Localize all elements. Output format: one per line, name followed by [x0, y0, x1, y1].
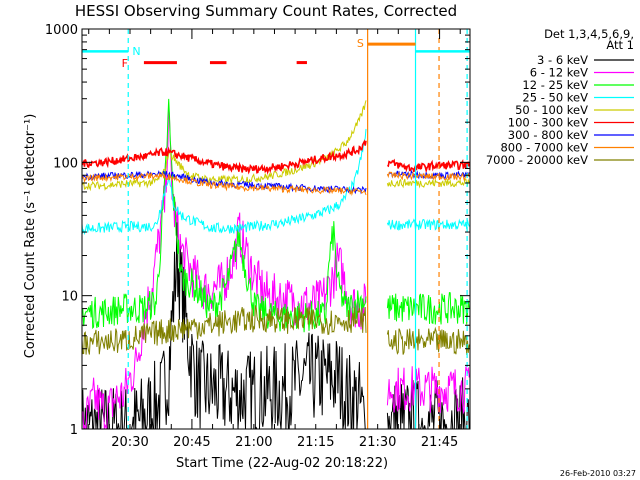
x-tick-label: 21:00 — [235, 435, 272, 450]
x-tick-label: 21:15 — [297, 435, 334, 450]
x-tick-label: 21:45 — [421, 435, 458, 450]
legend-title: Att 1 — [606, 38, 634, 52]
x-tick-label: 20:30 — [111, 435, 148, 450]
series-line-8 — [82, 304, 470, 355]
flag-label-flare: F — [122, 57, 128, 70]
legend-entry-label: 6 - 12 keV — [530, 66, 588, 80]
legend-entry-label: 7000 - 20000 keV — [486, 153, 588, 167]
legend-entry-label: 50 - 100 keV — [515, 103, 588, 117]
y-axis-label: Corrected Count Rate (s⁻¹ detector⁻¹) — [23, 114, 38, 359]
series-line-3 — [82, 128, 470, 236]
series-line-5 — [82, 139, 470, 176]
chart-title: HESSI Observing Summary Count Rates, Cor… — [75, 2, 457, 20]
plot-frame — [81, 28, 471, 430]
series-line-7 — [82, 170, 470, 197]
y-tick-label: 1000 — [45, 23, 78, 38]
flag-label-night: N — [132, 45, 140, 58]
legend-entry-label: 12 - 25 keV — [522, 78, 588, 92]
legend-title: Det 1,3,4,5,6,9, — [544, 27, 634, 41]
series-line-2 — [82, 98, 470, 333]
legend-entry-label: 3 - 6 keV — [537, 53, 588, 67]
footer-date: 26-Feb-2010 03:27 — [560, 469, 636, 478]
flag-label-saa: S — [357, 37, 364, 50]
legend-entry-label: 100 - 300 keV — [508, 116, 588, 130]
y-tick-label: 1 — [70, 423, 78, 438]
x-axis-label: Start Time (22-Aug-02 20:18:22) — [176, 456, 388, 471]
legend-entry-label: 800 - 7000 keV — [500, 141, 588, 155]
x-tick-label: 21:30 — [359, 435, 396, 450]
y-tick-label: 10 — [61, 290, 78, 305]
legend-entry-label: 300 - 800 keV — [508, 128, 588, 142]
legend-entry-label: 25 - 50 keV — [522, 91, 588, 105]
y-tick-label: 100 — [53, 156, 78, 171]
x-tick-label: 20:45 — [173, 435, 210, 450]
